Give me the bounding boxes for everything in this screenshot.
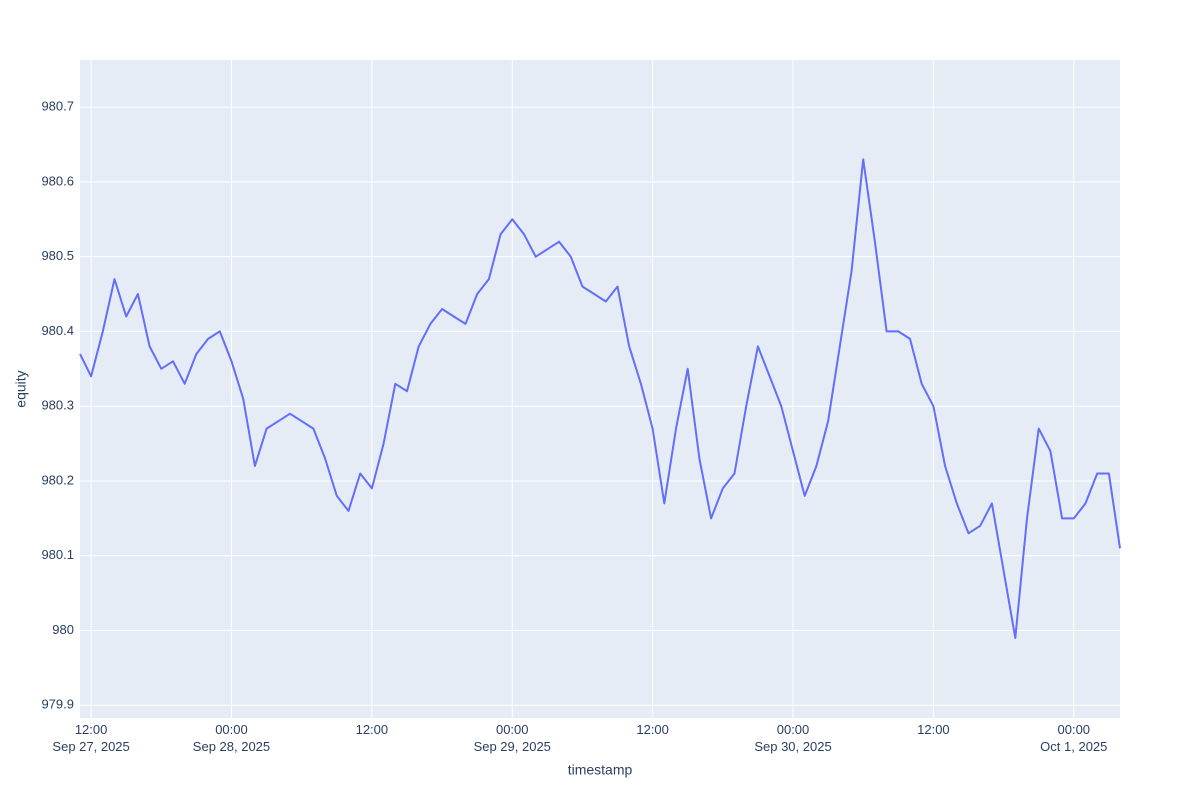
y-tick-label: 980.6: [41, 173, 74, 188]
y-tick-label: 980.2: [41, 472, 74, 487]
x-tick-label: 12:00: [636, 722, 669, 737]
y-axis-title: equity: [13, 370, 29, 407]
equity-line: [79, 158, 1121, 639]
x-tick-label: 12:00: [355, 722, 389, 737]
y-tick-label: 980.4: [41, 323, 74, 338]
y-tick-label: 979.9: [41, 697, 74, 712]
y-tick-label: 980.3: [41, 398, 74, 413]
x-tick-label: 00:00 Sep 28, 2025: [192, 722, 271, 754]
y-tick-label: 980.5: [41, 248, 74, 263]
x-tick-label: 00:00 Sep 29, 2025: [473, 722, 551, 754]
x-tick-label: 12:00: [917, 722, 950, 737]
x-tick-label: 12:00 Sep 27, 2025: [52, 722, 130, 754]
x-tick-label: 00:00 Oct 1, 2025: [1040, 722, 1108, 754]
x-tick-label: 00:00 Sep 30, 2025: [754, 722, 832, 754]
y-tick-label: 980.7: [41, 99, 74, 114]
y-tick-label: 980.1: [41, 547, 74, 562]
x-axis-title: timestamp: [568, 762, 633, 778]
y-tick-label: 980: [52, 622, 74, 637]
plot-area: [80, 60, 1120, 718]
